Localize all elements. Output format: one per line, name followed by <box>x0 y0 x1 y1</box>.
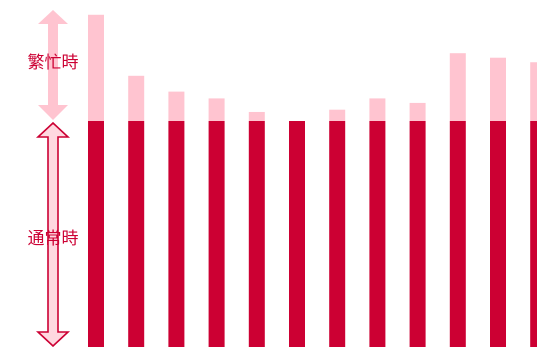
bar-busy-9 <box>409 102 426 121</box>
bar-busy-11 <box>490 57 506 121</box>
bar-busy-7 <box>329 109 346 121</box>
bar-normal-8 <box>369 121 386 347</box>
bars-group <box>88 14 537 347</box>
bar-normal-9 <box>409 121 426 347</box>
bar-normal-4 <box>208 121 225 347</box>
bar-normal-10 <box>449 121 466 347</box>
bar-busy-1 <box>88 14 104 122</box>
bar-busy-10 <box>449 53 466 122</box>
bar-normal-5 <box>248 121 265 347</box>
bar-normal-12 <box>530 121 537 347</box>
bar-busy-12 <box>530 62 537 121</box>
bar-normal-3 <box>168 121 185 347</box>
bar-normal-11 <box>490 121 506 347</box>
bar-normal-1 <box>88 121 104 347</box>
bar-busy-4 <box>208 98 225 121</box>
busy-label: 繁忙時 <box>28 53 79 73</box>
normal-range-arrow <box>35 121 71 347</box>
bar-busy-5 <box>248 111 265 121</box>
bar-normal-6 <box>289 121 305 347</box>
bar-busy-8 <box>369 98 386 121</box>
bar-busy-2 <box>128 75 145 121</box>
busy-range-arrow <box>38 10 68 120</box>
bar-normal-7 <box>329 121 346 347</box>
normal-label: 通常時 <box>28 229 79 249</box>
bar-busy-3 <box>168 91 185 121</box>
bar-normal-2 <box>128 121 145 347</box>
